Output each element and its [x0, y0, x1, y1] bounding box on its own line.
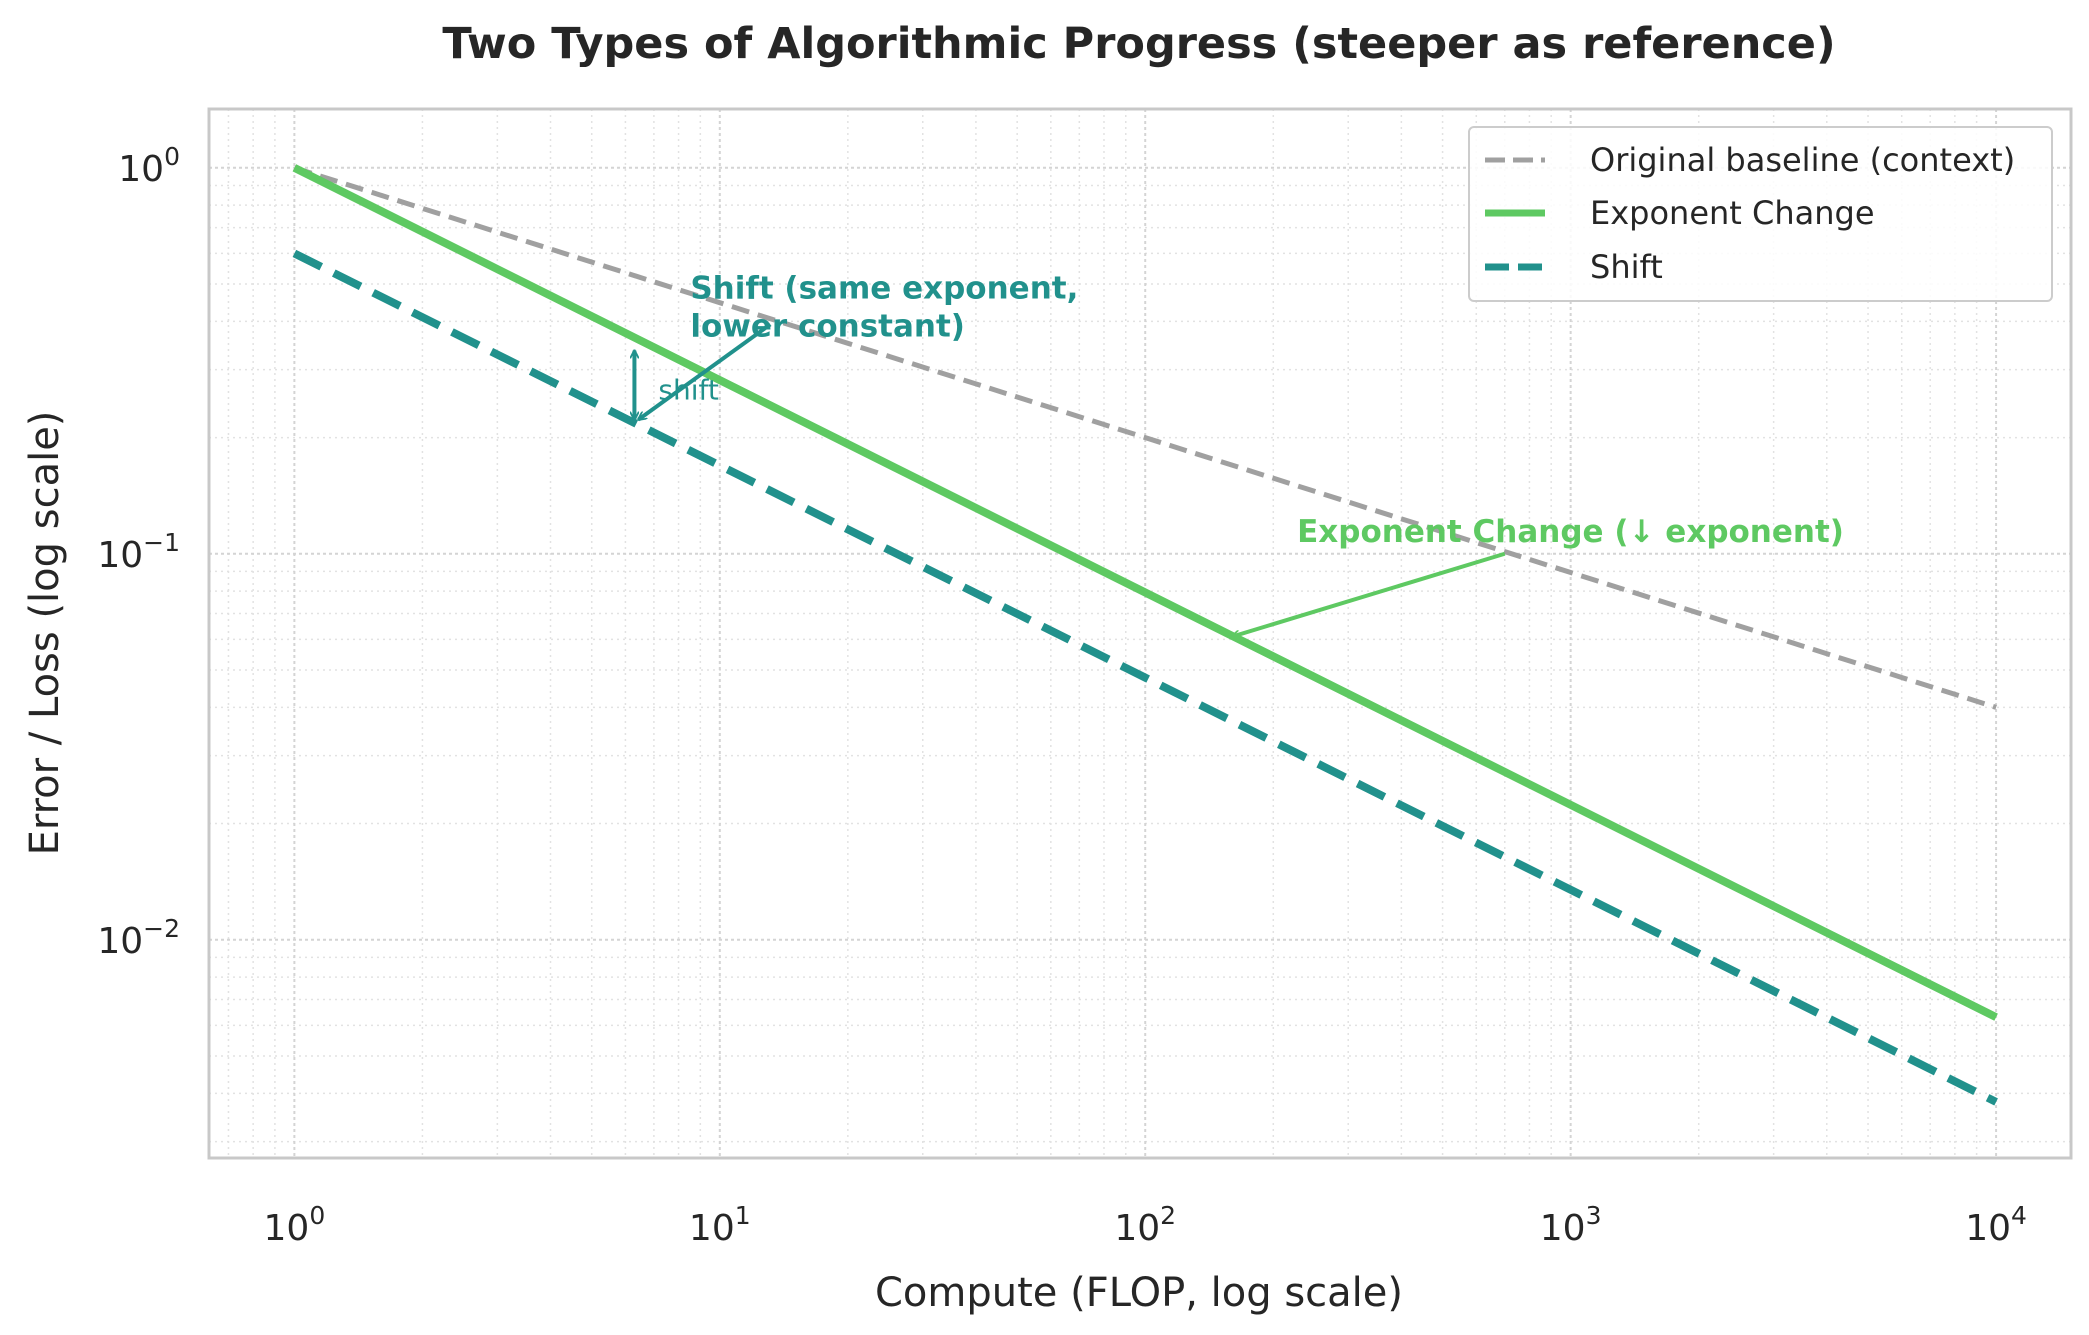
exponent-annotation-arrow	[1232, 551, 1506, 637]
x-tick-labels: 100 101 102 103 104	[264, 1201, 2027, 1249]
legend-label-shift: Shift	[1590, 248, 1663, 286]
legend-box	[1468, 126, 2053, 302]
y-tick-labels: 100 10−1 10−2	[97, 142, 180, 962]
legend-label-exponent-change: Exponent Change	[1590, 194, 1875, 232]
plot-frame	[207, 107, 2073, 1160]
shift-annotation-arrow	[638, 322, 772, 419]
shift-annotation-text: Shift (same exponent,	[690, 270, 1078, 306]
series-line-exponent-change	[292, 164, 1998, 1021]
legend-label-baseline: Original baseline (context)	[1590, 141, 2015, 179]
y-tick-label: 100	[118, 142, 180, 190]
x-tick-label: 103	[1540, 1201, 1602, 1249]
series-line-shift	[292, 249, 1998, 1106]
x-tick-label: 100	[264, 1201, 326, 1249]
shift-mark-text: shift	[658, 373, 718, 406]
y-tick-label: 10−1	[97, 528, 180, 576]
y-axis-label: Error / Loss (log scale)	[22, 411, 68, 856]
annotations: Shift (same exponent,lower constant) shif…	[634, 270, 1844, 636]
y-tick-label: 10−2	[97, 914, 180, 962]
x-axis-label: Compute (FLOP, log scale)	[875, 1270, 1403, 1316]
legend: Original baseline (context) Exponent Cha…	[1468, 126, 2053, 302]
x-tick-label: 101	[689, 1201, 751, 1249]
series-layer	[292, 164, 1998, 1106]
exponent-annotation-text: Exponent Change (↓ exponent)	[1297, 514, 1844, 550]
x-tick-label: 102	[1114, 1201, 1176, 1249]
series-line-baseline	[293, 165, 1997, 710]
chart-title: Two Types of Algorithmic Progress (steep…	[442, 19, 1835, 69]
x-tick-label: 104	[1965, 1201, 2027, 1249]
shift-annotation-text: lower constant)	[690, 308, 965, 344]
